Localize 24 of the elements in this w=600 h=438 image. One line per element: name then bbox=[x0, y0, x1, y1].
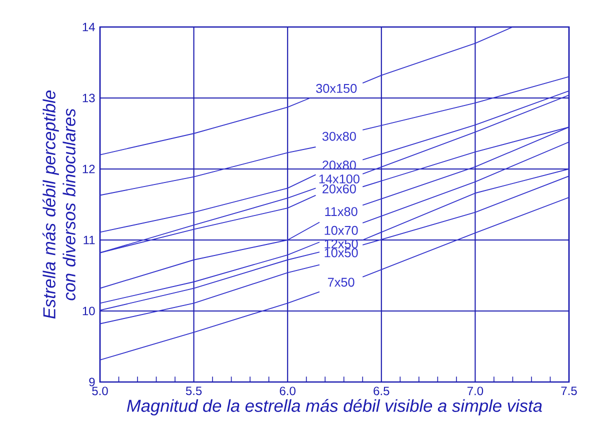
y-tick-label: 12 bbox=[82, 164, 95, 174]
series-label: 30x150 bbox=[316, 84, 357, 93]
x-tick-label: 5.0 bbox=[92, 386, 108, 396]
y-tick-label: 9 bbox=[89, 378, 95, 386]
series-label: 10x70 bbox=[324, 226, 358, 235]
x-axis-title: Magnitud de la estrella más débil visible a simple vista bbox=[126, 399, 542, 416]
x-tick-label: 7.5 bbox=[561, 386, 577, 396]
y-axis-title: Estrella más débil perceptible con diversos binoculares bbox=[42, 90, 76, 319]
x-tick-label: 6.5 bbox=[374, 386, 390, 396]
y-tick-label: 14 bbox=[82, 22, 95, 32]
series-label: 14x100 bbox=[319, 174, 360, 184]
series-label: 7x50 bbox=[328, 278, 354, 287]
y-tick-label: 11 bbox=[84, 236, 95, 244]
y-tick-label: 10 bbox=[82, 306, 95, 316]
series-label: 12x50 bbox=[324, 239, 358, 248]
x-tick-label: 5.5 bbox=[186, 386, 202, 396]
series-label: 20x60 bbox=[322, 184, 356, 194]
y-tick-label: 13 bbox=[82, 94, 95, 102]
series-label: 11x80 bbox=[325, 207, 358, 216]
series-label: 30x80 bbox=[322, 132, 356, 141]
series-label: 20x80 bbox=[322, 160, 356, 170]
x-tick-label: 6.0 bbox=[280, 386, 296, 396]
series-label: 10x50 bbox=[324, 248, 358, 258]
x-tick-label: 7.0 bbox=[467, 386, 484, 396]
